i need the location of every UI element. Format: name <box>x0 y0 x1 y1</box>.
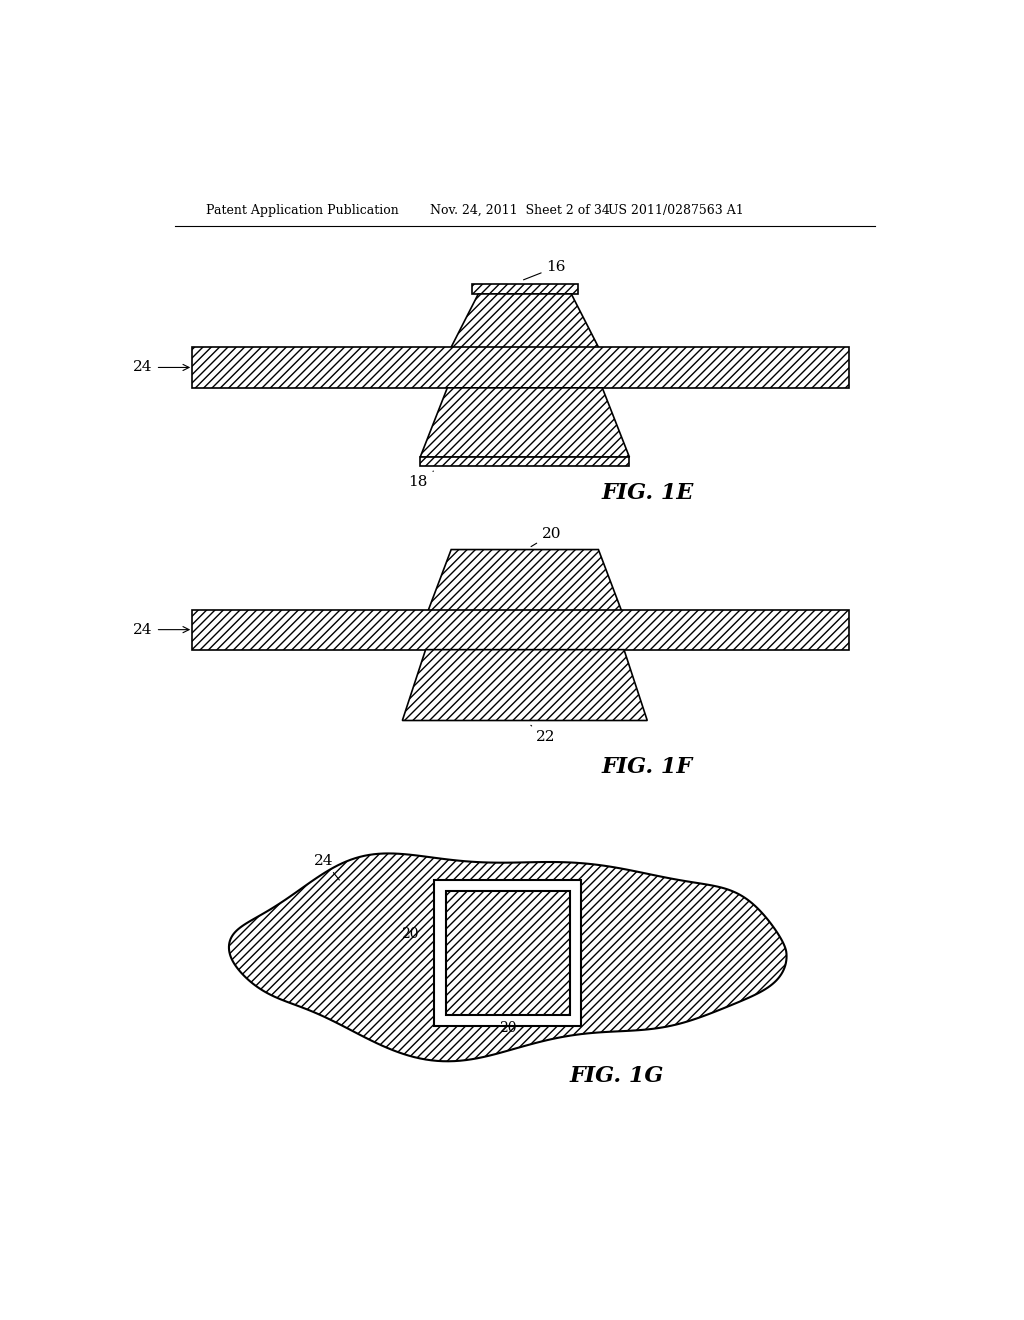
Bar <box>472 284 578 294</box>
Polygon shape <box>420 388 630 457</box>
Text: 24: 24 <box>133 360 189 375</box>
Text: 24: 24 <box>133 623 189 636</box>
Bar <box>191 347 849 388</box>
Polygon shape <box>447 294 602 355</box>
Text: FIG. 1F: FIG. 1F <box>602 755 693 777</box>
Text: 20: 20 <box>499 1022 516 1035</box>
Text: 18: 18 <box>409 471 433 488</box>
Text: 16: 16 <box>523 260 566 280</box>
Text: 24: 24 <box>314 854 339 880</box>
Text: 22: 22 <box>530 725 556 744</box>
Polygon shape <box>402 649 647 721</box>
Text: US 2011/0287563 A1: US 2011/0287563 A1 <box>608 205 744 218</box>
Bar <box>191 610 849 649</box>
Text: 20: 20 <box>531 527 561 546</box>
Polygon shape <box>229 854 786 1061</box>
Text: FIG. 1E: FIG. 1E <box>601 482 693 504</box>
Bar <box>445 891 569 1015</box>
Polygon shape <box>426 549 624 618</box>
Text: Nov. 24, 2011  Sheet 2 of 34: Nov. 24, 2011 Sheet 2 of 34 <box>430 205 610 218</box>
Text: 20: 20 <box>401 927 419 941</box>
Text: Patent Application Publication: Patent Application Publication <box>206 205 398 218</box>
Bar <box>420 457 630 466</box>
Text: FIG. 1G: FIG. 1G <box>569 1065 664 1088</box>
Bar <box>434 880 582 1026</box>
